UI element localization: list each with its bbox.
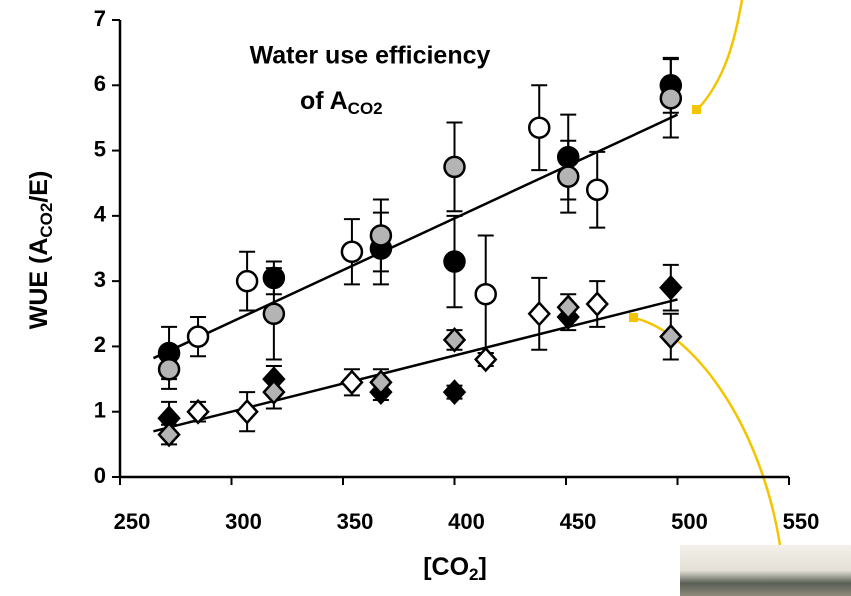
trend-line [152, 113, 679, 360]
x-tick-label: 550 [783, 509, 820, 534]
plot: 0 1 2 3 4 5 6 7 250 300 350 400 450 500 550 [94, 6, 820, 534]
point [527, 300, 551, 327]
point [157, 358, 181, 381]
point [340, 369, 364, 396]
trend-line [153, 298, 678, 433]
point [556, 145, 580, 169]
photo [680, 545, 851, 596]
x-tick-label: 250 [114, 509, 151, 534]
chart-title: of ACO2 [300, 87, 383, 119]
point [262, 302, 286, 326]
point [442, 327, 467, 353]
y-tick-label: 2 [94, 332, 106, 357]
x-axis-label: [CO2] [423, 553, 487, 585]
point [556, 165, 580, 188]
callout-marker [629, 313, 638, 322]
x-tick-label: 500 [671, 509, 708, 534]
point [442, 379, 467, 405]
point [262, 266, 286, 290]
point [186, 325, 210, 348]
y-tick-label: 6 [94, 71, 106, 96]
point [186, 398, 210, 425]
point [659, 87, 683, 110]
point [235, 398, 259, 425]
point [443, 250, 466, 273]
point [340, 240, 364, 264]
y-tick-label: 0 [94, 463, 106, 488]
y-tick-label: 3 [94, 267, 106, 292]
y-tick-label: 4 [94, 202, 107, 227]
point [474, 282, 497, 306]
point [556, 294, 580, 321]
callout-line [633, 316, 782, 546]
chart-title: Water use efficiency [250, 42, 491, 70]
point [443, 155, 466, 179]
point [235, 269, 259, 293]
point [527, 116, 551, 139]
x-tick-label: 450 [560, 509, 597, 534]
x-tick-label: 300 [225, 509, 262, 534]
y-axis-label: WUE (ACO2/E) [25, 171, 57, 330]
callout-line [696, 0, 744, 111]
x-tick-label: 350 [337, 509, 374, 534]
point [585, 178, 609, 201]
point [262, 379, 286, 405]
point [157, 421, 181, 448]
y-tick-label: 5 [94, 136, 106, 161]
y-tick-label: 7 [94, 6, 106, 31]
y-tick-label: 1 [94, 398, 106, 423]
x-tick-label: 400 [448, 509, 485, 534]
point [369, 224, 393, 247]
point [585, 291, 609, 317]
point [659, 274, 683, 301]
point [659, 323, 683, 350]
point [369, 369, 393, 396]
point [474, 346, 498, 373]
callout-marker [692, 105, 701, 114]
